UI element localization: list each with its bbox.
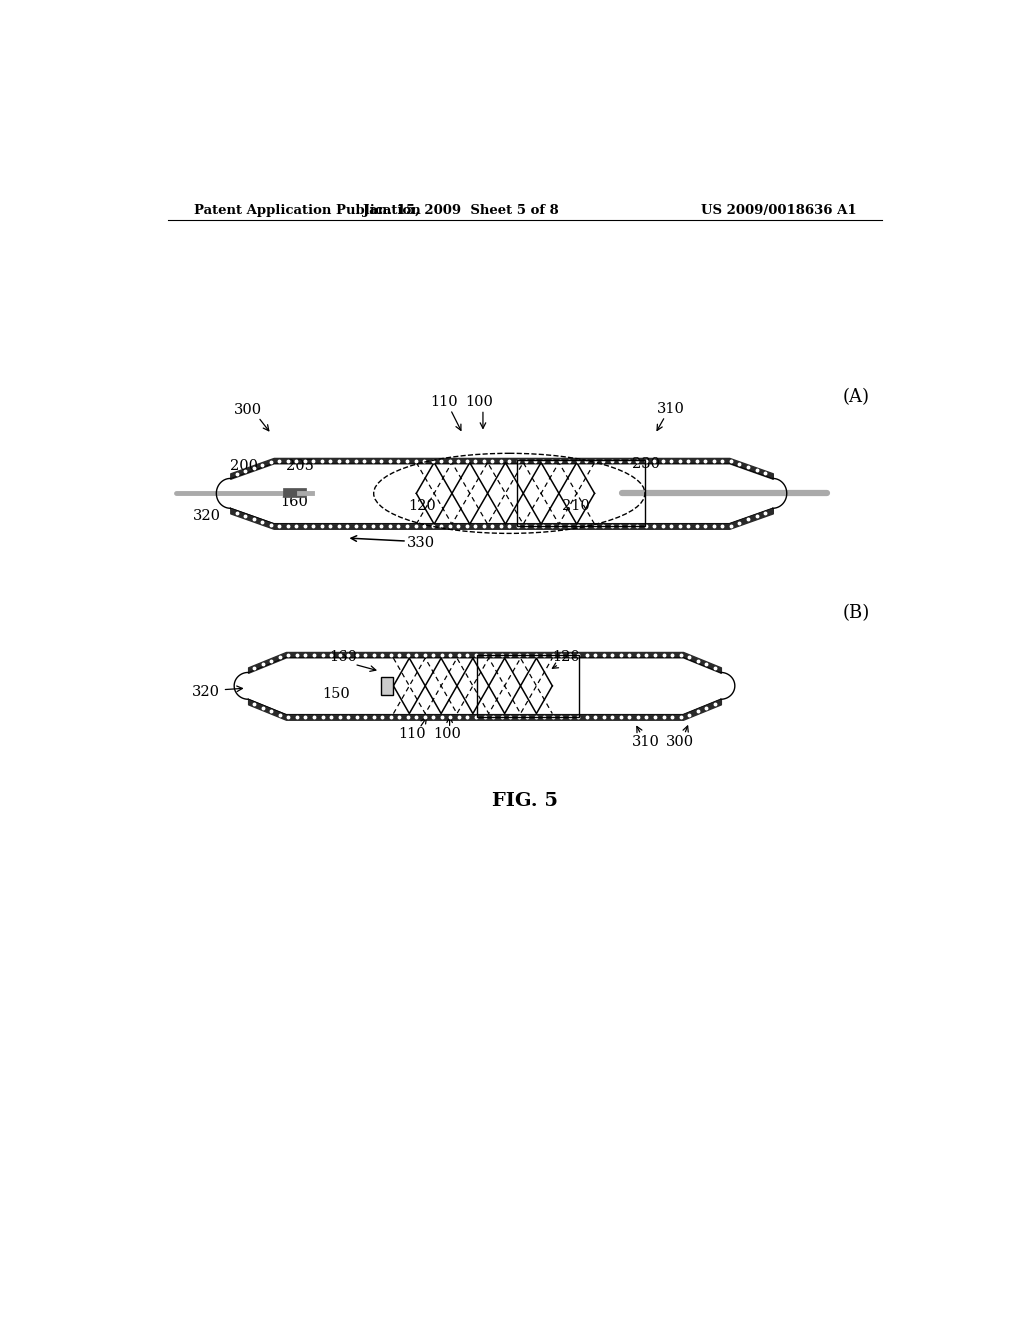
Text: 200: 200 bbox=[230, 459, 258, 474]
Text: Jan. 15, 2009  Sheet 5 of 8: Jan. 15, 2009 Sheet 5 of 8 bbox=[364, 205, 559, 218]
Text: 210: 210 bbox=[562, 499, 590, 513]
Text: 205: 205 bbox=[286, 459, 314, 474]
Text: 120: 120 bbox=[409, 499, 436, 513]
Text: 160: 160 bbox=[330, 651, 357, 664]
Bar bbox=[381, 677, 393, 696]
Text: 100: 100 bbox=[465, 395, 493, 409]
Text: (B): (B) bbox=[843, 603, 870, 622]
Text: 310: 310 bbox=[632, 735, 659, 748]
Text: (A): (A) bbox=[843, 388, 870, 407]
Text: 320: 320 bbox=[191, 685, 219, 700]
Text: 230: 230 bbox=[632, 457, 659, 471]
Text: 120: 120 bbox=[552, 651, 580, 664]
Bar bbox=[517, 461, 645, 527]
Text: 300: 300 bbox=[666, 735, 694, 748]
Text: FIG. 5: FIG. 5 bbox=[492, 792, 558, 810]
Text: 110: 110 bbox=[398, 727, 425, 742]
Text: Patent Application Publication: Patent Application Publication bbox=[194, 205, 421, 218]
Text: 330: 330 bbox=[407, 536, 435, 550]
Text: 300: 300 bbox=[234, 403, 262, 417]
Text: US 2009/0018636 A1: US 2009/0018636 A1 bbox=[700, 205, 856, 218]
Text: 150: 150 bbox=[322, 686, 349, 701]
Text: 110: 110 bbox=[430, 395, 458, 409]
Text: 100: 100 bbox=[433, 727, 461, 742]
Bar bbox=[477, 655, 580, 717]
Text: 160: 160 bbox=[280, 495, 308, 508]
Text: 310: 310 bbox=[656, 401, 684, 416]
Text: 320: 320 bbox=[194, 508, 221, 523]
